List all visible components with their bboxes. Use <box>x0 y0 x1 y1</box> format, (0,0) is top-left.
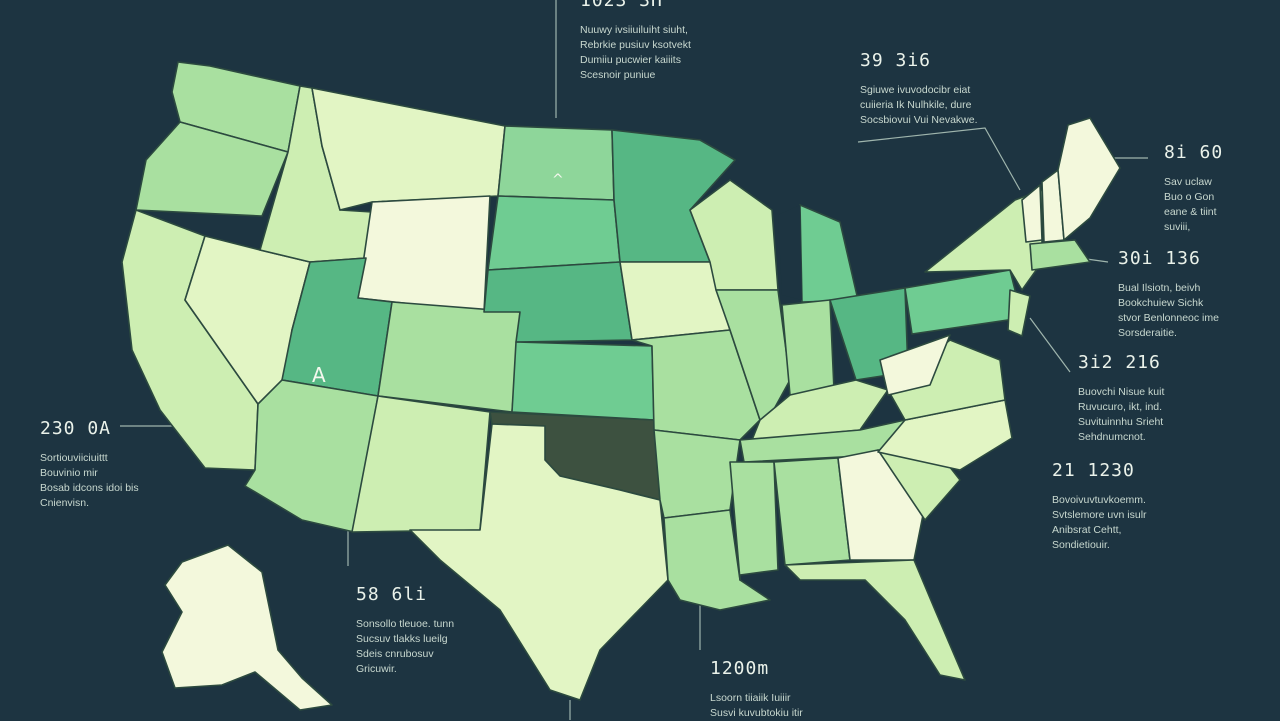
callout-text: Sucsuv tlakks lueilg <box>356 633 448 645</box>
callout-far-right-2: 30i 136 Bual Ilsiotn, beivh Bookchuiew S… <box>1118 248 1219 341</box>
state-maine <box>1057 117 1121 241</box>
callout-value: 30i 136 <box>1118 248 1201 269</box>
callout-text: Buo o Gon <box>1164 191 1215 203</box>
callout-far-right-1: 8i 60 Sav uclaw Buo o Gon eane & tiint s… <box>1164 142 1223 235</box>
callout-text: Bouvinio mir <box>40 467 98 479</box>
state-regions <box>121 61 1121 711</box>
state-alaska <box>161 544 333 711</box>
state-arkansas <box>653 429 741 519</box>
state-vermont <box>1021 184 1043 243</box>
callout-value: 8i 60 <box>1164 142 1224 163</box>
leader-upper-right <box>857 127 1021 191</box>
callout-bottom-center: 1200m Lsoorn tiiaiik Iuiiir Susvi kuvubt… <box>710 658 803 721</box>
state-texas <box>409 423 669 701</box>
callout-text: Anibsrat Cehtt, <box>1052 524 1122 536</box>
callout-upper-right: 39 3i6 Sgiuwe ivuvodocibr eiat cuiieria … <box>860 50 978 128</box>
callout-text: Bovoivuvtuvkoemm. <box>1052 494 1146 506</box>
callout-text: Sondietiouir. <box>1052 539 1110 551</box>
callout-text: suviii, <box>1164 221 1191 233</box>
map-glyphs: A ^ <box>312 172 564 387</box>
callout-text: Buovchi Nisue kuit <box>1078 386 1165 398</box>
callout-text: Svtslemore uvn isulr <box>1052 509 1147 521</box>
callout-value: 39 3i6 <box>860 50 932 71</box>
state-georgia <box>837 449 926 561</box>
callout-text: Cnienvisn. <box>40 497 90 509</box>
callout-value: 1200m <box>710 658 770 679</box>
callout-text: Nuuwy ivsiiuiluiht siuht, <box>580 24 688 36</box>
state-massachusetts <box>1029 239 1091 271</box>
callout-text: Suvituinnhu Srieht <box>1078 416 1164 428</box>
callout-left-mid: 230 0A Sortiouviiciuittt Bouvinio mir Bo… <box>40 418 139 511</box>
callout-top-center: 1023 3H Nuuwy ivsiiuiluiht siuht, Rebrki… <box>580 0 691 83</box>
callout-text: Sdeis cnrubosuv <box>356 648 434 660</box>
callout-value: 3i2 216 <box>1078 352 1161 373</box>
state-indiana <box>781 299 835 396</box>
callout-text: Lsoorn tiiaiik Iuiiir <box>710 692 791 704</box>
callout-text: Ruvucuro, ikt, ind. <box>1078 401 1163 413</box>
north-dakota-glyph: ^ <box>552 172 564 188</box>
state-montana <box>311 87 506 211</box>
state-new-jersey <box>1007 289 1031 337</box>
callout-text: Bookchuiew Sichk <box>1118 297 1204 309</box>
leader-right-mid <box>1029 317 1071 373</box>
state-mississippi <box>729 461 779 581</box>
callout-text: stvor Benlonneoc ime <box>1118 312 1219 324</box>
lake-michigan <box>778 205 802 300</box>
state-west-virginia <box>879 334 951 396</box>
state-florida <box>784 559 966 681</box>
state-wyoming <box>357 195 491 313</box>
callout-text: Sonsollo tleuoe. tunn <box>356 618 455 630</box>
callout-value: 1023 3H <box>580 0 663 11</box>
callout-value: 58 6li <box>356 584 428 605</box>
callout-text: Scesnoir puniue <box>580 69 656 81</box>
callout-text: Bosab idcons idoi bis <box>40 482 139 494</box>
callout-text: Gricuwir. <box>356 663 397 675</box>
callout-text: eane & tiint <box>1164 206 1217 218</box>
callout-text: Sav uclaw <box>1164 176 1212 188</box>
callout-text: Sorsderaitie. <box>1118 327 1177 339</box>
state-alabama <box>773 457 851 566</box>
callout-right-low: 21 1230 Bovoivuvtuvkoemm. Svtslemore uvn… <box>1052 460 1147 553</box>
state-oregon <box>135 121 289 217</box>
callout-bottom-left: 58 6li Sonsollo tleuoe. tunn Sucsuv tlak… <box>356 584 454 677</box>
callout-right-mid: 3i2 216 Buovchi Nisue kuit Ruvucuro, ikt… <box>1078 352 1164 445</box>
callout-text: Susvi kuvubtokiu itir <box>710 707 803 719</box>
callout-value: 230 0A <box>40 418 112 439</box>
state-colorado <box>377 301 521 413</box>
callout-text: Bual Ilsiotn, beivh <box>1118 282 1201 294</box>
callout-text: Dumiiu pucwier kaiiits <box>580 54 681 66</box>
callout-value: 21 1230 <box>1052 460 1135 481</box>
state-louisiana <box>663 509 771 611</box>
state-south-dakota <box>487 195 621 271</box>
state-pennsylvania <box>904 269 1023 335</box>
state-kansas <box>511 341 655 421</box>
utah-glyph: A <box>312 363 326 387</box>
callout-text: Sortiouviiciuittt <box>40 452 108 464</box>
callout-text: Socsbiovui Vui Nevakwe. <box>860 114 978 126</box>
state-north-dakota <box>497 125 615 201</box>
callout-text: Sgiuwe ivuvodocibr eiat <box>860 84 971 96</box>
callout-text: Rebrkie pusiuv ksotvekt <box>580 39 691 51</box>
state-michigan <box>799 204 859 303</box>
callout-text: Sehdnumcnot. <box>1078 431 1146 443</box>
callout-text: cuiieria Ik Nulhkile, dure <box>860 99 972 111</box>
